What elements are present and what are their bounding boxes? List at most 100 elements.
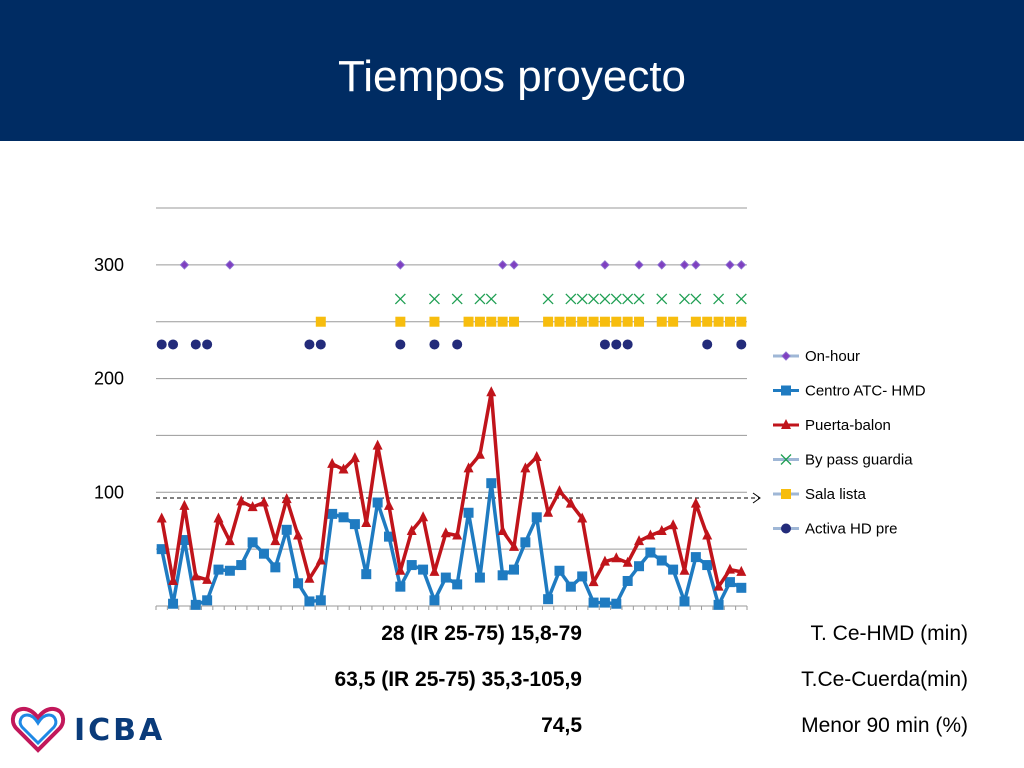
icba-logo: ICBA [8,703,168,755]
data-point [713,316,724,327]
series-3 [394,293,747,305]
data-point [679,596,690,607]
legend-label: By pass guardia [805,452,913,469]
data-point [509,260,519,270]
data-point [543,594,554,605]
data-point [190,339,201,350]
data-point [725,260,735,270]
data-point [691,260,701,270]
data-point [611,598,622,609]
data-point [634,561,645,572]
data-point [315,339,326,350]
data-point [452,579,463,590]
data-point [304,339,315,350]
data-point [713,293,725,305]
data-point [418,511,429,522]
legend-label: Centro ATC- HMD [805,383,926,400]
legend-marker [780,454,792,465]
chart-legend: On-hour Centro ATC- HMD Puerta-balon By pas… [773,348,926,538]
series-line [159,390,742,589]
data-point [668,519,679,530]
series-4 [315,316,747,327]
reference-line [156,492,761,504]
data-point [690,316,701,327]
data-point [383,531,394,542]
legend-label: Activa HD pre [805,521,898,538]
data-point [509,540,520,551]
data-point [634,316,645,327]
data-point [554,565,565,576]
stat-value-ce-hmd: 28 (IR 25-75) 15,8-79 [381,622,582,645]
legend-marker [781,419,791,429]
data-point [338,512,349,523]
data-point [463,507,474,518]
data-point [372,439,383,450]
stat-label-menor-90: Menor 90 min (%) [801,714,968,737]
legend-label: Puerta-balon [805,417,891,434]
data-point [736,316,747,327]
stat-value-menor-90: 74,5 [541,714,582,737]
data-point [485,293,497,305]
data-point [270,562,281,573]
data-point [156,339,167,350]
data-point [599,555,610,566]
data-point [588,597,599,608]
data-point [736,339,747,350]
data-point [258,496,269,507]
data-point [463,316,474,327]
data-point [213,512,224,523]
data-point [383,499,394,510]
data-point [236,560,247,571]
data-point [690,497,701,508]
data-point [395,260,406,270]
data-point [474,293,486,305]
data-point [236,495,247,506]
data-point [440,572,451,583]
data-point [418,564,429,575]
data-point [429,316,440,327]
data-point [452,529,463,540]
data-point [702,339,713,350]
data-point [315,595,326,606]
y-axis-ticks: 100 200 300 [94,255,124,502]
data-point [509,316,520,327]
data-point [622,316,633,327]
x-axis-ticks [155,606,748,610]
series-0 [179,260,747,270]
data-point [202,573,213,584]
data-point [327,457,338,468]
data-point [451,293,463,305]
data-point [213,564,224,575]
data-point [679,564,690,575]
data-point [156,512,167,523]
data-point [622,575,633,586]
legend-marker [781,489,791,499]
data-point [361,516,372,527]
data-point [224,565,235,576]
data-point [724,316,735,327]
data-point [304,596,315,607]
data-point [576,293,588,305]
data-point [474,572,485,583]
data-point [168,574,179,585]
data-point [190,570,201,581]
data-point [656,293,668,305]
data-point [611,552,622,563]
data-point [679,293,690,305]
data-point [258,548,269,559]
data-point [611,316,622,327]
y-tick-label: 100 [94,482,124,502]
data-point [634,535,645,546]
data-point [735,293,747,305]
data-point [338,463,349,474]
data-point [395,316,406,327]
data-point [668,564,679,575]
data-point [497,524,508,535]
series-5 [156,339,747,350]
data-point [724,563,735,574]
data-point [724,577,735,588]
data-point [600,260,610,270]
data-point [463,462,474,473]
data-point [611,339,622,350]
data-point [554,485,565,496]
